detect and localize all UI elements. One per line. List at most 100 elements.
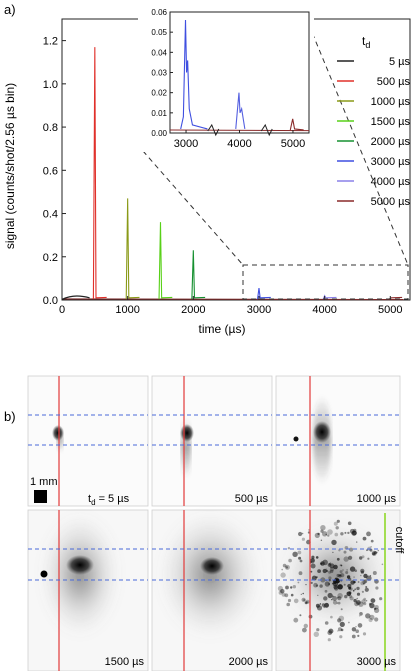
speckle-dot xyxy=(302,627,307,633)
speckle-dot xyxy=(363,602,367,606)
speckle-dot xyxy=(315,603,320,608)
speckle-dot xyxy=(347,583,352,588)
speckle-dot xyxy=(303,623,308,629)
cloud-halo xyxy=(283,525,387,625)
speckle-dot xyxy=(285,566,289,569)
speckle-dot xyxy=(310,581,313,585)
speckle-dot xyxy=(351,627,357,632)
speckle-dot xyxy=(359,612,363,616)
speckle-dot xyxy=(302,592,305,595)
speckle-dot xyxy=(322,568,327,574)
speckle-dot xyxy=(331,599,333,601)
cloud-streak xyxy=(57,428,63,452)
legend-label: 5000 µs xyxy=(371,196,411,208)
speckle-dot xyxy=(287,598,292,603)
speckle-dot xyxy=(319,584,323,588)
x-tick-label: 3000 xyxy=(247,304,271,316)
speckle-dot xyxy=(297,550,302,555)
speckle-dot xyxy=(335,526,339,530)
series-line xyxy=(256,288,271,300)
speckle-dot xyxy=(290,593,294,597)
speckle-dot xyxy=(354,588,357,591)
speckle-dot xyxy=(356,592,361,596)
y-tick-label: 0.6 xyxy=(43,165,58,177)
speckle-dot xyxy=(370,539,374,543)
inset-y-ticks: 0.00 0.01 0.02 0.03 0.04 0.05 0.06 xyxy=(151,8,173,138)
speckle-dot xyxy=(338,549,341,552)
y-tick-label: 0.8 xyxy=(43,122,58,134)
speckle-dot xyxy=(325,569,329,573)
speckle-dot xyxy=(338,615,345,622)
speckle-dot xyxy=(330,615,333,619)
speckle-dot xyxy=(315,584,319,587)
speckle-dot xyxy=(343,556,349,562)
speckle-dot xyxy=(332,600,338,605)
baseline-trace xyxy=(61,298,404,301)
zoom-connector-left xyxy=(142,150,244,266)
speckle-dot xyxy=(369,575,372,577)
speckle-dot xyxy=(368,617,373,623)
speckle-dot xyxy=(373,551,377,555)
speckle-dot xyxy=(305,584,307,586)
image-panel-1000us: 1000 µs xyxy=(275,375,401,507)
speckle-dot xyxy=(282,563,287,568)
legend-label: 3000 µs xyxy=(371,156,411,168)
speckle-dot xyxy=(303,599,306,602)
speckle-dot xyxy=(324,581,330,587)
speckle-dot xyxy=(348,621,350,624)
image-frame xyxy=(151,375,273,507)
inset-series-4000us xyxy=(235,92,246,130)
speckle-dot xyxy=(324,602,329,608)
y-tick-label: 0.2 xyxy=(43,252,58,264)
inset-x-tick-label: 3000 xyxy=(174,138,198,150)
speckle-dot xyxy=(287,547,291,550)
axis-break-mark xyxy=(260,123,273,137)
image-frame xyxy=(27,375,149,507)
speckle-dot xyxy=(346,591,352,597)
image-label: 1500 µs xyxy=(105,656,145,668)
speckle-dot xyxy=(364,587,369,592)
speckle-dot xyxy=(304,601,308,605)
y-tick-label: 0.0 xyxy=(43,295,58,307)
speckle-dot xyxy=(284,564,290,570)
series-line xyxy=(322,294,337,300)
speckle-dot xyxy=(281,568,284,571)
speckle-dot xyxy=(362,580,367,585)
speckle-dot xyxy=(353,576,355,578)
legend-label: 1000 µs xyxy=(371,96,411,108)
speckle-dot xyxy=(358,615,361,617)
speckle-dot xyxy=(313,631,319,637)
speckle-dot xyxy=(280,572,286,578)
speckle-dot xyxy=(361,555,365,559)
speckle-dot xyxy=(325,568,327,570)
speckle-dot xyxy=(329,562,332,564)
speckle-dot xyxy=(344,594,348,599)
speckle-dot xyxy=(299,559,303,563)
speckle-dot xyxy=(288,558,292,563)
inset-x-tick-label: 4000 xyxy=(227,138,251,150)
speckle-dot xyxy=(328,628,334,634)
speckle-dot xyxy=(377,549,380,552)
cloud-core xyxy=(313,421,331,443)
speckle-dot xyxy=(363,579,368,584)
speckle-dot xyxy=(337,627,342,632)
speckle-dot xyxy=(301,532,304,535)
image-panel-1500us: 1500 µs xyxy=(27,509,149,671)
speckle-dot xyxy=(365,613,371,619)
speckle-dot xyxy=(328,576,332,580)
speckle-dot xyxy=(353,580,356,584)
speckle-dot xyxy=(336,519,340,523)
y-axis-label: signal (counts/shot/2.56 µs bin) xyxy=(3,83,17,249)
speckle-dot xyxy=(314,532,320,539)
series-line xyxy=(125,198,140,300)
x-tick-label: 1000 xyxy=(115,304,139,316)
speckle-dot xyxy=(277,585,283,592)
speckle-dot xyxy=(366,549,368,552)
speckle-dot xyxy=(310,570,313,573)
speckle-dot xyxy=(349,596,354,601)
speckle-dot xyxy=(320,577,326,583)
speckle-dot xyxy=(310,558,315,563)
speckle-dot xyxy=(357,623,363,628)
legend: 5 µs 500 µs 1000 µs 1500 µs 2000 µs 3000 µs 40… xyxy=(337,56,410,208)
speckle-dot xyxy=(317,594,319,597)
